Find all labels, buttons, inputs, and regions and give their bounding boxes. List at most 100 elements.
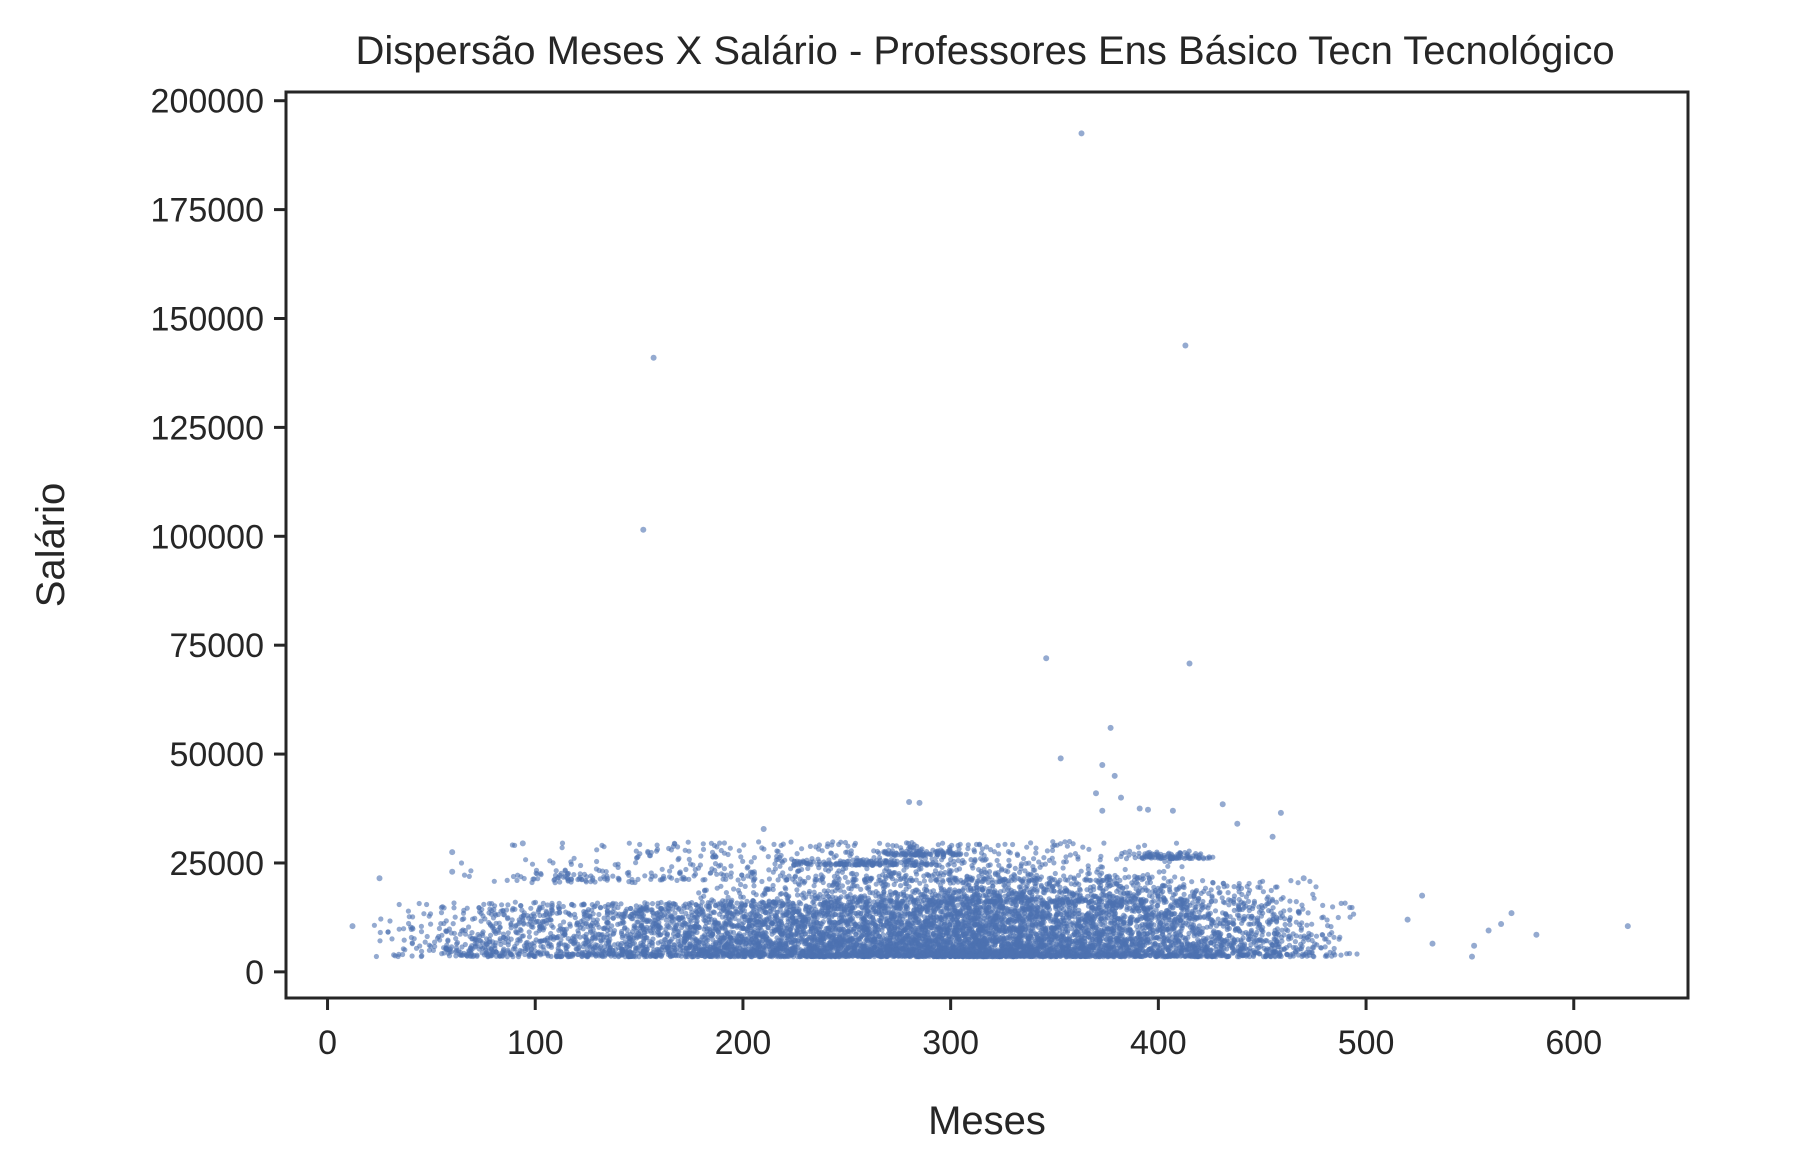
scatter-point xyxy=(418,923,424,930)
scatter-point xyxy=(1064,929,1070,936)
scatter-point xyxy=(1236,913,1242,919)
scatter-point xyxy=(619,952,625,958)
scatter-point xyxy=(1287,907,1293,913)
scatter-point xyxy=(1282,921,1288,928)
scatter-point xyxy=(1299,902,1305,908)
scatter-point xyxy=(1281,932,1287,938)
scatter-point xyxy=(519,907,525,913)
scatter-point xyxy=(492,929,498,935)
scatter-point xyxy=(1351,911,1357,917)
scatter-point xyxy=(400,946,406,952)
scatter-point xyxy=(670,931,677,937)
scatter-point xyxy=(453,935,459,942)
scatter-point xyxy=(537,950,544,957)
scatter-point xyxy=(419,948,425,955)
scatter-point xyxy=(478,918,484,924)
scatter-point xyxy=(683,921,689,927)
scatter-point xyxy=(528,905,534,911)
scatter-point xyxy=(1226,932,1232,938)
scatter-point xyxy=(459,916,465,923)
scatter-point xyxy=(1286,933,1292,939)
scatter-point xyxy=(1204,924,1210,930)
scatter-point xyxy=(1304,922,1310,928)
scatter-point xyxy=(432,939,438,945)
scatter-point xyxy=(678,953,684,959)
scatter-point xyxy=(1285,928,1291,934)
scatter-point xyxy=(554,910,560,916)
scatter-point xyxy=(401,937,407,943)
scatter-point xyxy=(1309,921,1315,927)
scatter-point xyxy=(499,902,505,908)
scatter-point xyxy=(512,943,518,950)
scatter-point xyxy=(684,904,690,910)
scatter-point xyxy=(649,901,656,907)
scatter-point xyxy=(633,935,640,941)
scatter-point xyxy=(798,901,804,907)
scatter-point xyxy=(550,924,556,930)
scatter-point xyxy=(1354,951,1360,957)
scatter-point xyxy=(1226,902,1232,908)
scatter-point xyxy=(1201,938,1207,944)
scatter-point xyxy=(508,922,514,928)
scatter-point xyxy=(517,919,523,925)
scatter-point xyxy=(598,943,604,950)
scatter-point xyxy=(574,946,580,952)
scatter-point xyxy=(1322,944,1328,950)
scatter-point xyxy=(1320,914,1326,920)
scatter-point xyxy=(1344,951,1350,957)
scatter-point xyxy=(513,922,519,929)
scatter-point xyxy=(1212,908,1219,914)
scatter-point xyxy=(424,933,430,940)
scatter-point xyxy=(509,917,515,923)
scatter-point xyxy=(443,918,449,924)
scatter-point xyxy=(457,931,463,937)
scatter-point xyxy=(1222,911,1229,917)
scatter-point xyxy=(1246,921,1252,927)
scatter-point xyxy=(709,931,716,938)
scatter-point xyxy=(1335,914,1341,921)
scatter-point xyxy=(522,951,528,958)
scatter-point xyxy=(377,938,383,944)
scatter-point xyxy=(1298,927,1304,933)
scatter-point xyxy=(1331,945,1337,952)
scatter-point xyxy=(601,915,607,921)
scatter-point xyxy=(863,913,869,919)
scatter-point xyxy=(556,900,562,906)
scatter-point xyxy=(498,941,504,948)
scatter-point xyxy=(421,911,427,917)
scatter-point xyxy=(396,901,402,908)
scatter-point xyxy=(1287,922,1293,928)
scatter-point xyxy=(377,929,383,936)
scatter-points xyxy=(349,130,1631,960)
scatter-point xyxy=(567,921,573,927)
scatter-point xyxy=(1211,919,1217,926)
scatter-point xyxy=(538,943,544,949)
chart-title: Dispersão Meses X Salário - Professores … xyxy=(355,29,1614,73)
scatter-point xyxy=(589,920,595,927)
scatter-point xyxy=(741,920,747,926)
scatter-point xyxy=(597,904,604,910)
scatter-point xyxy=(441,905,447,911)
scatter-point xyxy=(422,939,428,945)
scatter-point xyxy=(492,903,498,909)
scatter-point xyxy=(566,911,572,917)
scatter-point xyxy=(596,911,602,918)
scatter-point xyxy=(598,938,604,944)
scatter-point xyxy=(532,899,539,906)
scatter-point xyxy=(711,909,718,916)
scatter-point xyxy=(1279,927,1285,933)
scatter-point xyxy=(505,930,511,936)
scatter-point xyxy=(1136,908,1142,914)
scatter-point xyxy=(734,900,740,906)
scatter-point xyxy=(1306,930,1312,937)
scatter-point xyxy=(520,933,526,939)
scatter-point xyxy=(560,903,566,910)
scatter-point xyxy=(1254,929,1260,936)
scatter-point xyxy=(526,929,532,935)
scatter-point xyxy=(521,920,527,926)
scatter-point xyxy=(389,936,395,942)
scatter-point xyxy=(655,940,661,946)
scatter-point xyxy=(486,901,492,907)
scatter-point xyxy=(438,910,445,916)
